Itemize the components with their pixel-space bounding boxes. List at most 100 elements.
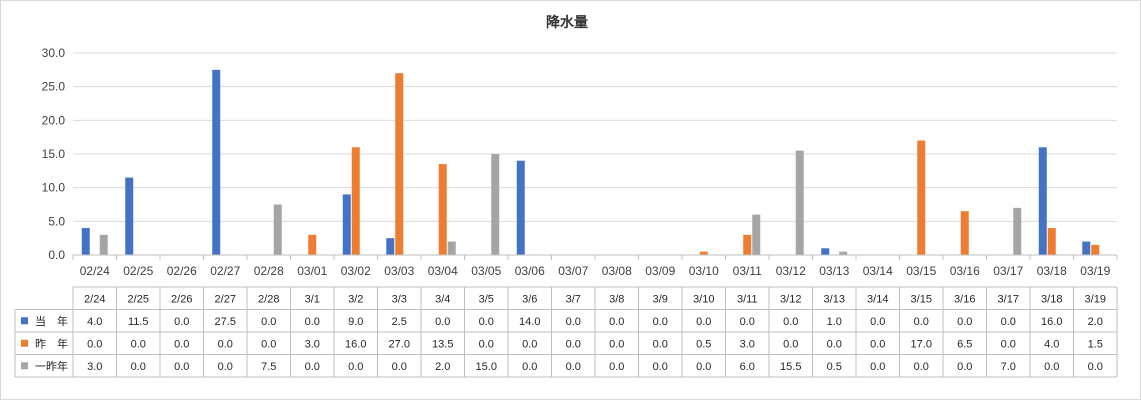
bar [752, 214, 761, 255]
table-value-cell: 0.0 [957, 361, 972, 373]
table-value-cell: 0.0 [566, 361, 581, 373]
table-value-cell: 0.0 [174, 316, 189, 328]
x-tick-label: 03/14 [863, 264, 893, 278]
bar [81, 228, 90, 255]
table-value-cell: 0.0 [653, 361, 668, 373]
table-value-cell: 2.5 [392, 316, 407, 328]
bar [1091, 244, 1100, 255]
table-value-cell: 0.0 [957, 316, 972, 328]
table-value-cell: 4.0 [87, 316, 102, 328]
table-header-cell: 3/10 [693, 293, 714, 305]
x-tick-label: 03/16 [950, 264, 980, 278]
x-tick-label: 03/06 [515, 264, 545, 278]
bar [821, 248, 830, 255]
table-header-cell: 3/6 [522, 293, 537, 305]
table-header-cell: 3/11 [737, 293, 758, 305]
table-value-cell: 0.0 [914, 361, 929, 373]
legend-swatch [21, 317, 28, 325]
bars [81, 69, 1100, 255]
table-value-cell: 0.0 [1044, 361, 1059, 373]
table-value-cell: 0.0 [348, 361, 363, 373]
table-value-cell: 0.0 [1001, 338, 1016, 350]
bar [438, 164, 447, 255]
table-value-cell: 0.0 [566, 316, 581, 328]
bar [351, 147, 360, 255]
table-value-cell: 0.0 [131, 361, 146, 373]
table-value-cell: 0.0 [131, 338, 146, 350]
table-header-cell: 3/7 [566, 293, 581, 305]
table-value-cell: 0.0 [609, 316, 624, 328]
table-value-cell: 0.0 [653, 316, 668, 328]
table-value-cell: 0.0 [174, 361, 189, 373]
x-tick-label: 03/15 [906, 264, 936, 278]
table-value-cell: 0.0 [435, 316, 450, 328]
bar [342, 194, 351, 255]
table-header-cell: 3/14 [867, 293, 888, 305]
table-value-cell: 0.0 [783, 338, 798, 350]
table-value-cell: 16.0 [1041, 316, 1062, 328]
table-value-cell: 2.0 [435, 361, 450, 373]
table-value-cell: 0.5 [827, 361, 842, 373]
table-value-cell: 0.0 [522, 361, 537, 373]
bar [386, 238, 395, 255]
table-value-cell: 0.0 [914, 316, 929, 328]
legend-label: 一昨年 [35, 359, 68, 373]
y-tick-label: 15.0 [42, 147, 66, 161]
x-tick-label: 03/04 [428, 264, 458, 278]
x-tick-label: 03/07 [558, 264, 588, 278]
bar [1047, 228, 1056, 255]
x-tick-label: 03/03 [384, 264, 414, 278]
x-tick-label: 03/02 [341, 264, 371, 278]
legend-label: 当 年 [35, 314, 68, 328]
table-value-cell: 3.0 [87, 361, 102, 373]
legend-swatch [21, 362, 28, 370]
x-tick-label: 03/01 [297, 264, 327, 278]
table-value-cell: 0.0 [870, 338, 885, 350]
table-value-cell: 0.0 [305, 316, 320, 328]
x-tick-label: 02/28 [254, 264, 284, 278]
bar [1038, 147, 1047, 255]
table-value-cell: 0.0 [609, 338, 624, 350]
table-value-cell: 0.0 [174, 338, 189, 350]
table-header-cell: 3/19 [1085, 293, 1106, 305]
table-value-cell: 15.5 [780, 361, 801, 373]
table-value-cell: 0.0 [305, 361, 320, 373]
table-header-cell: 2/28 [258, 293, 279, 305]
table-value-cell: 16.0 [345, 338, 366, 350]
table-value-cell: 0.0 [87, 338, 102, 350]
y-tick-label: 10.0 [42, 181, 66, 195]
bar [491, 154, 500, 255]
x-tick-label: 03/11 [733, 264, 762, 278]
x-tick-label: 02/24 [80, 264, 110, 278]
table-header-cell: 3/1 [305, 293, 320, 305]
bar [125, 177, 134, 255]
bar [516, 160, 525, 255]
x-tick-label: 03/18 [1037, 264, 1067, 278]
bar [447, 241, 456, 255]
data-table: 2/24 2/25 2/26 2/27 2/28 3/1 3/2 3/3 3/4 3/5 3/6 3/… [14, 286, 1118, 378]
bar [395, 73, 404, 255]
table-value-cell: 0.0 [218, 338, 233, 350]
table-value-cell: 1.0 [827, 316, 842, 328]
table-value-cell: 0.0 [696, 361, 711, 373]
table-value-cell: 0.0 [261, 316, 276, 328]
bar [960, 211, 969, 255]
table-header-cell: 3/12 [780, 293, 801, 305]
y-tick-label: 30.0 [42, 46, 66, 60]
table-value-cell: 1.5 [1088, 338, 1103, 350]
table-value-cell: 4.0 [1044, 338, 1059, 350]
x-tick-label: 03/09 [645, 264, 675, 278]
y-tick-label: 0.0 [48, 248, 65, 262]
x-tick-label: 02/27 [210, 264, 240, 278]
x-tick-label: 03/17 [993, 264, 1023, 278]
table-header-cell: 3/4 [435, 293, 450, 305]
table-value-cell: 3.0 [740, 338, 755, 350]
table-header-cell: 3/9 [653, 293, 668, 305]
bar [273, 204, 282, 255]
table-value-cell: 0.0 [609, 361, 624, 373]
table-value-cell: 0.0 [870, 361, 885, 373]
table-value-cell: 0.0 [870, 316, 885, 328]
axes: 0.0 5.0 10.0 15.0 20.0 25.0 30.0 02/24 02/25 02/2… [42, 46, 1118, 278]
bar [1082, 241, 1091, 255]
